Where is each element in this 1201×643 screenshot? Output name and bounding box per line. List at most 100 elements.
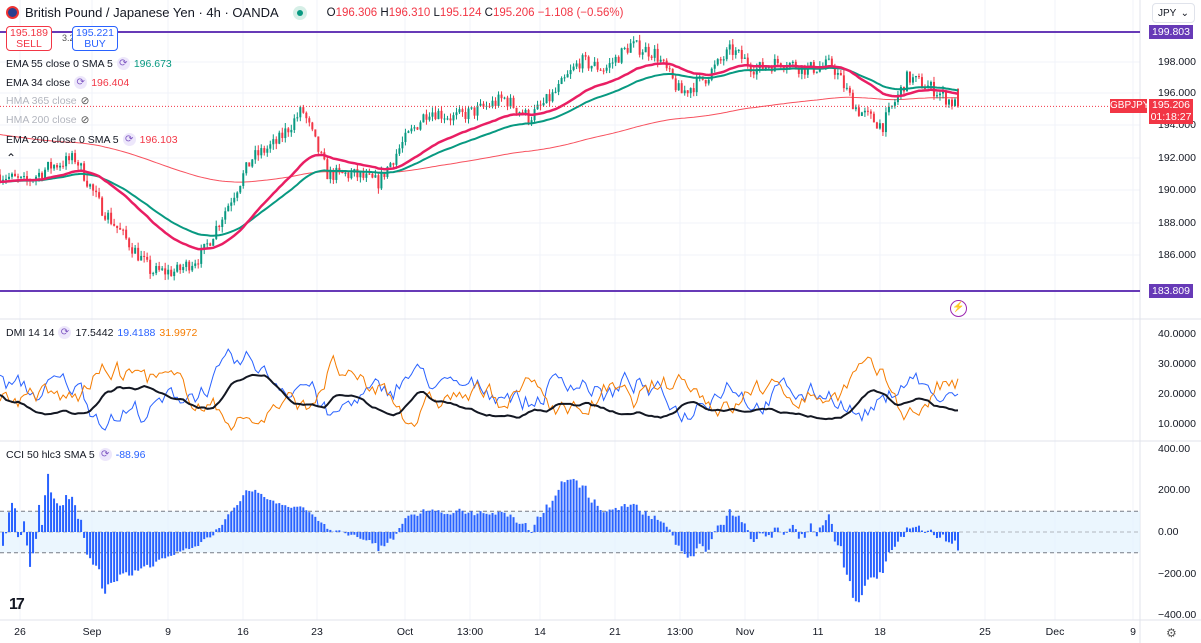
cci-bar [68, 499, 71, 532]
time-tick: 14 [534, 626, 546, 638]
currency-select[interactable]: JPY ⌄ [1152, 3, 1195, 23]
cci-bar [602, 512, 605, 532]
legend-dmi[interactable]: DMI 14 14 ⟳ 17.5442 19.4188 31.9972 [6, 326, 198, 339]
legend-ema34[interactable]: EMA 34 close ⟳ 196.404 [6, 76, 130, 89]
legend-hma365[interactable]: HMA 365 close ⊘ [6, 95, 90, 107]
cci-bar [677, 532, 680, 546]
candle [371, 173, 374, 178]
gear-icon[interactable]: ⚙ [1166, 626, 1177, 640]
cci-bar [443, 514, 446, 532]
candle [236, 192, 239, 198]
candle [935, 95, 938, 97]
candle [287, 128, 290, 133]
candle [734, 50, 737, 55]
cci-bar [17, 532, 20, 538]
price-tick: 196.000 [1158, 87, 1196, 99]
tradingview-logo[interactable]: 17 [9, 596, 25, 613]
candle [836, 73, 839, 75]
cci-bar [761, 532, 764, 534]
hidden-eye-icon[interactable]: ⊘ [80, 114, 90, 126]
cci-bar [77, 518, 80, 532]
cci-bar [176, 532, 179, 552]
candle [284, 128, 287, 139]
legend-cci[interactable]: CCI 50 hlc3 SMA 5 ⟳ -88.96 [6, 448, 146, 461]
cci-bar [260, 493, 263, 532]
candle [191, 265, 194, 271]
candle [164, 268, 167, 275]
candle [362, 172, 365, 178]
price-tick: 186.000 [1158, 249, 1196, 261]
candle [47, 161, 50, 170]
candle [425, 114, 428, 120]
candle [0, 174, 1, 182]
time-tick: 9 [165, 626, 171, 638]
candle [137, 247, 140, 261]
candle [545, 94, 548, 104]
cci-bar [818, 527, 821, 532]
cci-bar [641, 514, 644, 532]
candle [23, 176, 26, 178]
cci-bar [59, 505, 62, 532]
sell-button[interactable]: 195.189 SELL [6, 26, 52, 51]
cci-bar [584, 485, 587, 532]
candle [380, 172, 383, 189]
candle [689, 88, 692, 94]
candle [455, 112, 458, 116]
cci-tick: −200.00 [1158, 568, 1197, 580]
candle [632, 41, 635, 44]
cci-bar [386, 532, 389, 543]
cci-bar [155, 532, 158, 562]
minus-di-line [0, 354, 959, 431]
candle [179, 264, 182, 271]
cci-bar [95, 532, 98, 566]
cci-bar [113, 532, 116, 583]
cci-bar [620, 506, 623, 532]
cci-bar [797, 532, 800, 539]
cci-bar [506, 516, 509, 532]
cci-bar [950, 532, 953, 544]
cci-bar [899, 532, 902, 537]
time-tick: Dec [1045, 626, 1065, 638]
candle [347, 172, 350, 179]
spread: 3.2 [62, 33, 75, 43]
cci-bar [314, 516, 317, 532]
candle [749, 65, 752, 72]
cci-bar [242, 495, 245, 532]
ema55-line [0, 66, 959, 237]
hidden-eye-icon[interactable]: ⊘ [80, 95, 90, 107]
cci-bar [710, 532, 713, 540]
cci-bar [431, 509, 434, 532]
candle [419, 122, 422, 130]
candle [281, 132, 284, 139]
cci-bar [29, 532, 32, 567]
cci-bar [422, 509, 425, 532]
refresh-icon[interactable]: ⟳ [98, 448, 112, 461]
legend-ema55[interactable]: EMA 55 close 0 SMA 5 ⟳ 196.673 [6, 57, 172, 70]
cci-bar [716, 525, 719, 532]
cci-bar [212, 532, 215, 536]
symbol-title[interactable]: British Pound / Japanese Yen · 4h · OAND… [25, 5, 279, 20]
legend-ema200[interactable]: EMA 200 close 0 SMA 5 ⟳ 196.103 [6, 133, 178, 146]
cci-bar [419, 513, 422, 532]
candle [212, 238, 215, 246]
refresh-icon[interactable]: ⟳ [74, 76, 88, 89]
flag-icon [6, 6, 19, 19]
candle [674, 78, 677, 91]
candle [293, 118, 296, 130]
candle [860, 112, 863, 116]
candle [119, 227, 122, 230]
cci-bar [653, 515, 656, 532]
collapse-legend-chevron-icon[interactable]: ⌃ [6, 151, 17, 165]
refresh-icon[interactable]: ⟳ [116, 57, 130, 70]
legend-hma200[interactable]: HMA 200 close ⊘ [6, 114, 90, 126]
refresh-icon[interactable]: ⟳ [58, 326, 72, 339]
candle [539, 104, 542, 106]
candle [629, 43, 632, 53]
cci-bar [266, 499, 269, 532]
candle [473, 107, 476, 116]
buy-button[interactable]: 195.221 BUY [72, 26, 118, 51]
refresh-icon[interactable]: ⟳ [122, 133, 136, 146]
cci-bar [110, 532, 113, 583]
flash-icon[interactable]: ⚡ [950, 300, 967, 317]
